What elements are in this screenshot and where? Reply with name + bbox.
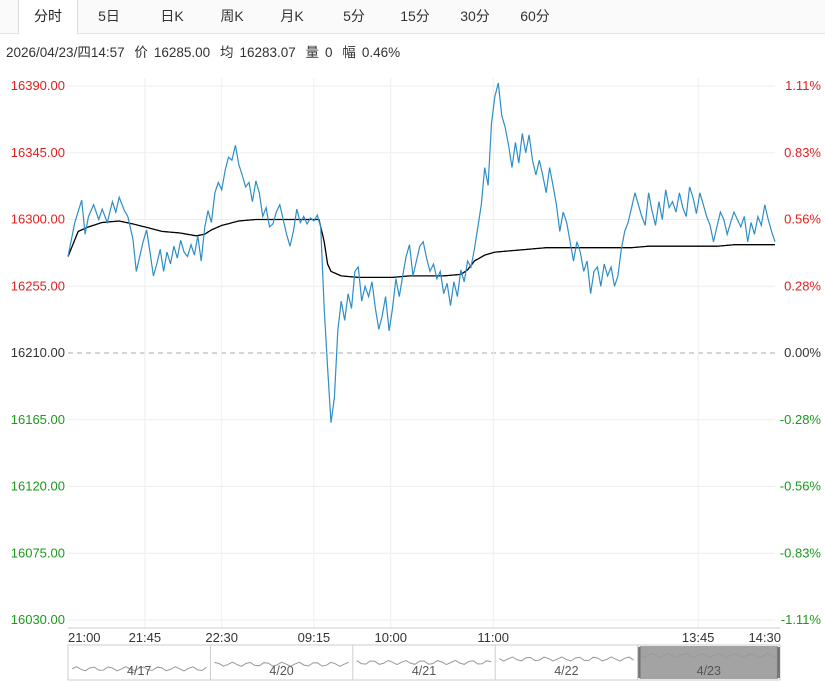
y-tick-left: 16120.00 <box>11 479 65 494</box>
tab-7[interactable]: 30分 <box>460 8 490 24</box>
x-tick-label: 09:15 <box>298 630 331 645</box>
y-tick-left: 16075.00 <box>11 545 65 560</box>
price-line <box>67 82 776 423</box>
x-tick-label: 11:00 <box>477 630 509 645</box>
navigator-handle-right[interactable] <box>777 647 780 678</box>
tab-1[interactable]: 5日 <box>98 8 120 24</box>
x-tick-label: 22:30 <box>205 630 238 645</box>
navigator-mini-line <box>71 666 207 672</box>
navigator-date-label: 4/23 <box>697 664 721 678</box>
chart-tabs: 分时 5日 日K 周K 月K 5分 15分 30分 60分 <box>0 0 825 34</box>
navigator-date-label: 4/17 <box>127 664 151 678</box>
x-tick-label: 14:30 <box>748 630 781 645</box>
x-tick-label: 21:00 <box>68 630 101 645</box>
x-tick-label: 13:45 <box>682 630 715 645</box>
info-avg-label: 均 <box>219 45 234 60</box>
tab-8[interactable]: 60分 <box>520 8 550 24</box>
navigator-handle-left[interactable] <box>637 647 641 678</box>
navigator-selected-range[interactable] <box>639 646 778 679</box>
y-tick-right: -0.83% <box>780 545 822 560</box>
y-tick-left: 16390.00 <box>11 78 65 93</box>
info-change-label: 幅 <box>342 45 356 60</box>
y-tick-right: -0.56% <box>780 479 822 494</box>
y-tick-right: 0.28% <box>784 278 821 293</box>
info-volume: 0 <box>325 45 333 60</box>
info-change: 0.46% <box>361 45 401 60</box>
navigator-date-label: 4/20 <box>269 664 293 678</box>
y-tick-left: 16345.00 <box>11 145 65 160</box>
y-tick-left: 16300.00 <box>11 212 65 227</box>
tab-5[interactable]: 5分 <box>343 8 365 24</box>
y-tick-right: 0.00% <box>784 345 821 360</box>
info-avg: 16283.07 <box>239 45 296 60</box>
y-tick-right: 1.11% <box>785 78 821 93</box>
y-tick-right: -1.11% <box>781 612 822 627</box>
y-tick-left: 16210.00 <box>11 345 65 360</box>
navigator-mini-line <box>498 656 634 662</box>
navigator-date-label: 4/21 <box>412 664 436 678</box>
info-price-label: 价 <box>134 45 148 60</box>
y-tick-left: 16255.00 <box>11 278 65 293</box>
tab-3[interactable]: 周K <box>220 8 244 24</box>
navigator-mini-line <box>641 652 777 659</box>
y-tick-right: 0.56% <box>784 212 821 227</box>
navigator-date-label: 4/22 <box>554 664 578 678</box>
tab-0[interactable]: 分时 <box>18 0 78 34</box>
tab-6[interactable]: 15分 <box>400 8 430 24</box>
navigator-mini-line <box>214 661 350 667</box>
info-price: 16285.00 <box>153 45 211 60</box>
y-tick-left: 16165.00 <box>11 412 65 427</box>
x-tick-label: 21:45 <box>129 630 162 645</box>
avg-price-line <box>67 218 775 279</box>
y-tick-left: 16030.00 <box>11 612 65 627</box>
y-tick-right: 0.83% <box>784 145 821 160</box>
info-volume-label: 量 <box>305 45 320 60</box>
navigator-mini-line <box>356 659 492 666</box>
info-datetime: 2026/04/23/四14:57 <box>6 45 125 60</box>
tab-4[interactable]: 月K <box>280 8 304 24</box>
tab-2[interactable]: 日K <box>160 8 184 24</box>
y-tick-right: -0.28% <box>780 412 822 427</box>
x-tick-label: 10:00 <box>374 630 407 645</box>
